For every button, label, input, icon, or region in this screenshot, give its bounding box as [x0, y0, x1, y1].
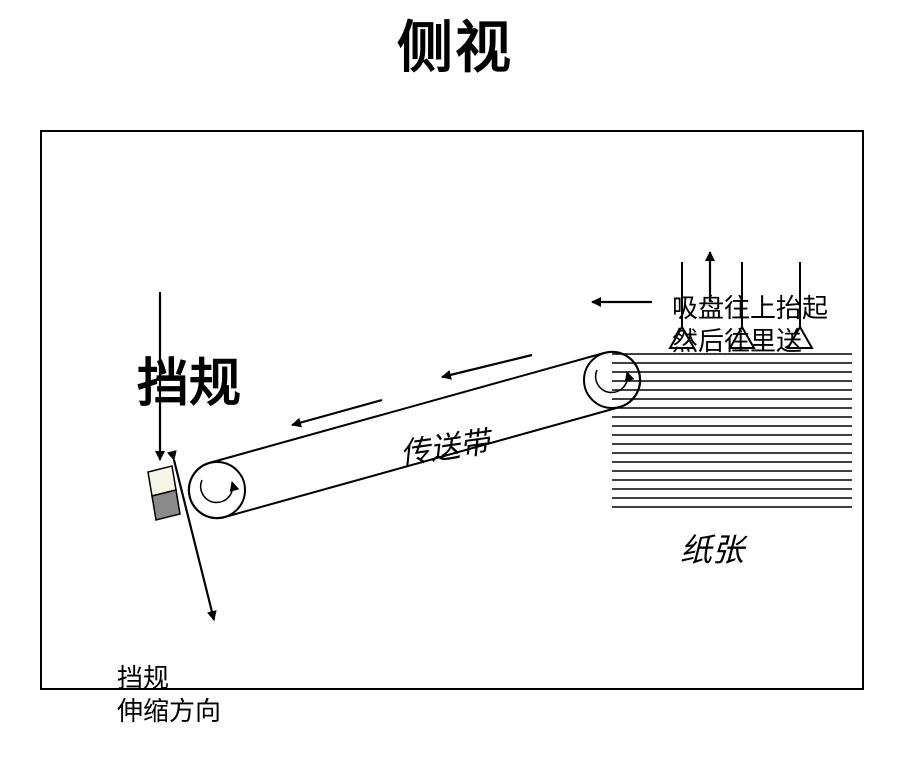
- suction-label: 吸盘往上抬起 然后往里送: [672, 292, 828, 357]
- paper-label: 纸张: [680, 530, 744, 570]
- diagram-page: 侧视: [0, 0, 910, 758]
- suction-label-line2: 然后往里送: [672, 326, 802, 356]
- suction-label-line1: 吸盘往上抬起: [672, 293, 828, 323]
- paper-stack: [612, 352, 852, 510]
- page-title: 侧视: [0, 14, 910, 84]
- stopper-block: [148, 466, 180, 520]
- diagram-frame: 挡规 吸盘往上抬起 然后往里送 挡规 伸缩方向: [40, 130, 864, 690]
- extend-label: 挡规 伸缩方向: [117, 662, 221, 727]
- stopper-label: 挡规: [137, 352, 241, 417]
- extend-label-line2: 伸缩方向: [117, 696, 221, 726]
- extend-label-line1: 挡规: [117, 663, 169, 693]
